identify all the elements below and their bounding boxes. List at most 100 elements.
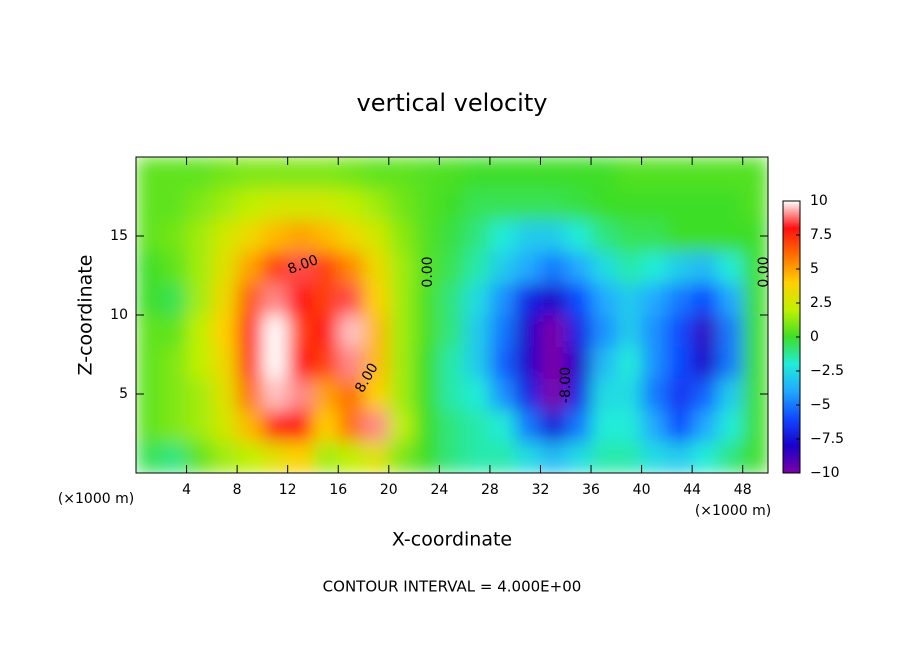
cell bbox=[237, 157, 263, 190]
cell bbox=[363, 251, 390, 284]
cell bbox=[464, 346, 491, 379]
cell bbox=[338, 346, 365, 379]
cell bbox=[692, 157, 718, 190]
cell bbox=[515, 188, 541, 221]
cell bbox=[186, 283, 213, 316]
cell bbox=[540, 220, 567, 253]
cell bbox=[742, 157, 768, 190]
cell bbox=[388, 157, 415, 190]
cell bbox=[186, 409, 213, 442]
cell bbox=[692, 346, 718, 379]
cell bbox=[161, 346, 188, 379]
cell bbox=[262, 157, 289, 190]
cell bbox=[641, 188, 668, 221]
cell bbox=[211, 315, 238, 348]
cell bbox=[363, 346, 390, 379]
cell bbox=[641, 346, 668, 379]
cell bbox=[515, 409, 541, 442]
cell bbox=[338, 157, 365, 190]
cell bbox=[565, 220, 592, 253]
cell bbox=[717, 283, 744, 316]
chart-title: vertical velocity bbox=[357, 89, 548, 117]
cell bbox=[312, 378, 339, 411]
cell bbox=[540, 188, 567, 221]
cell bbox=[136, 251, 162, 284]
cell bbox=[237, 188, 263, 221]
cell bbox=[388, 409, 415, 442]
cell bbox=[388, 315, 415, 348]
cell bbox=[287, 346, 314, 379]
cell bbox=[414, 220, 440, 253]
cell bbox=[338, 283, 365, 316]
cell bbox=[742, 188, 768, 221]
x-tick-label: 8 bbox=[233, 482, 242, 498]
y-tick-label: 5 bbox=[119, 386, 128, 402]
cell bbox=[464, 251, 491, 284]
cell bbox=[363, 283, 390, 316]
cell bbox=[262, 315, 289, 348]
cell bbox=[666, 315, 693, 348]
cell bbox=[717, 251, 744, 284]
cell bbox=[565, 188, 592, 221]
cell bbox=[515, 157, 541, 190]
cell bbox=[186, 378, 213, 411]
cell bbox=[338, 220, 365, 253]
cell bbox=[312, 188, 339, 221]
x-tick-label: 40 bbox=[633, 482, 651, 498]
x-unit: (×1000 m) bbox=[58, 491, 134, 507]
cell bbox=[489, 409, 516, 442]
cell bbox=[312, 315, 339, 348]
cell bbox=[312, 409, 339, 442]
cell bbox=[540, 378, 567, 411]
cell bbox=[439, 315, 466, 348]
cell bbox=[515, 315, 541, 348]
cell bbox=[414, 315, 440, 348]
footer: CONTOUR INTERVAL = 4.000E+00 bbox=[323, 578, 582, 596]
cell bbox=[692, 283, 718, 316]
cell bbox=[666, 188, 693, 221]
x-tick-label: 20 bbox=[380, 482, 398, 498]
cell bbox=[363, 315, 390, 348]
cell bbox=[414, 378, 440, 411]
cell bbox=[565, 409, 592, 442]
cell bbox=[591, 283, 617, 316]
cell bbox=[388, 378, 415, 411]
cell bbox=[186, 157, 213, 190]
cell bbox=[262, 378, 289, 411]
cell bbox=[616, 315, 643, 348]
cell bbox=[742, 251, 768, 284]
cell bbox=[136, 157, 162, 190]
cell bbox=[616, 188, 643, 221]
cell bbox=[666, 378, 693, 411]
cell bbox=[616, 346, 643, 379]
cell bbox=[489, 251, 516, 284]
cell bbox=[565, 346, 592, 379]
cell bbox=[489, 441, 516, 473]
cell bbox=[161, 441, 188, 473]
cell bbox=[565, 283, 592, 316]
cell bbox=[489, 378, 516, 411]
cell bbox=[591, 441, 617, 473]
cell bbox=[287, 441, 314, 473]
x-axis-label: X-coordinate bbox=[392, 529, 512, 551]
cell bbox=[540, 315, 567, 348]
cell bbox=[540, 157, 567, 190]
cell bbox=[717, 315, 744, 348]
cell bbox=[666, 157, 693, 190]
colorbar-tick-label: −2.5 bbox=[810, 363, 844, 379]
cell bbox=[540, 251, 567, 284]
cell bbox=[616, 441, 643, 473]
cell bbox=[262, 188, 289, 221]
cell bbox=[439, 157, 466, 190]
cell bbox=[414, 157, 440, 190]
cell bbox=[237, 315, 263, 348]
cell bbox=[489, 283, 516, 316]
cell bbox=[515, 346, 541, 379]
colorbar-tick-label: −7.5 bbox=[810, 431, 844, 447]
cell bbox=[287, 251, 314, 284]
cell bbox=[136, 188, 162, 221]
cell bbox=[186, 251, 213, 284]
cell bbox=[742, 441, 768, 473]
cell bbox=[338, 441, 365, 473]
cell bbox=[540, 409, 567, 442]
